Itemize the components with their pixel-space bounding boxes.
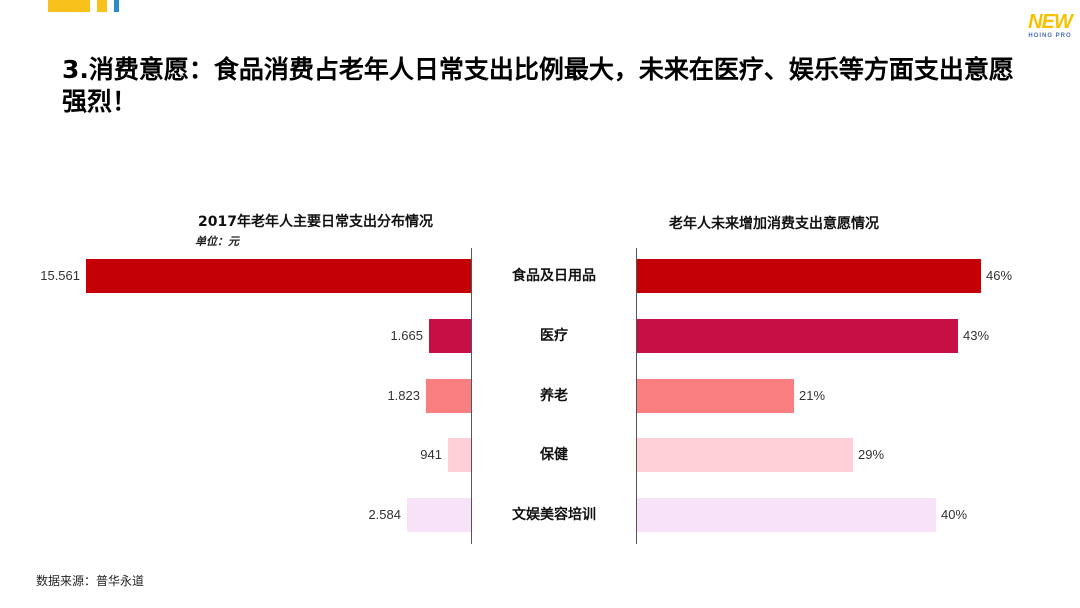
left-value-health: 941: [420, 447, 442, 462]
category-label-elderly-care: 养老: [540, 388, 568, 404]
data-source-note: 数据来源：普华永道: [36, 574, 145, 588]
decor-bar-yellow-narrow: [97, 0, 107, 12]
logo-main-text: NEW: [1028, 11, 1073, 33]
left-value-elderly-care: 1.823: [387, 388, 420, 403]
left-value-food: 15.561: [40, 268, 80, 283]
right-chart-title: 老年人未来增加消费支出意愿情况: [669, 216, 879, 232]
left-chart-unit: 单位：元: [195, 235, 239, 248]
left-bar-food: [86, 259, 471, 293]
left-value-medical: 1.665: [390, 328, 423, 343]
left-chart-axis: [471, 248, 472, 544]
right-value-food: 46%: [986, 268, 1013, 283]
decor-bar-blue: [114, 0, 119, 12]
right-chart-axis: [636, 248, 637, 544]
left-bar-medical: [429, 319, 471, 353]
right-value-entertainment: 40%: [941, 507, 968, 522]
left-value-entertainment: 2.584: [368, 507, 401, 522]
right-bar-elderly-care: [637, 379, 794, 413]
category-label-medical: 医疗: [540, 328, 568, 344]
category-label-entertainment: 文娱美容培训: [512, 507, 596, 523]
logo-sub-text: HOING PRO: [1028, 33, 1072, 39]
left-bar-elderly-care: [426, 379, 471, 413]
right-value-medical: 43%: [963, 328, 990, 343]
decor-bar-yellow-wide: [48, 0, 90, 12]
left-bar-health: [448, 438, 471, 472]
page-title: 3.消费意愿：食品消费占老年人日常支出比例最大，未来在医疗、娱乐等方面支出意愿强…: [62, 55, 1014, 116]
category-label-food: 食品及日用品: [512, 268, 596, 284]
right-bar-entertainment: [637, 498, 936, 532]
right-value-elderly-care: 21%: [799, 388, 826, 403]
right-bar-medical: [637, 319, 958, 353]
category-label-health: 保健: [540, 447, 568, 463]
right-bar-health: [637, 438, 853, 472]
right-bar-food: [637, 259, 981, 293]
left-bar-entertainment: [407, 498, 471, 532]
left-chart-title: 2017年老年人主要日常支出分布情况: [198, 214, 433, 230]
right-value-health: 29%: [858, 447, 885, 462]
brand-logo: NEW HOING PRO: [1026, 12, 1074, 40]
